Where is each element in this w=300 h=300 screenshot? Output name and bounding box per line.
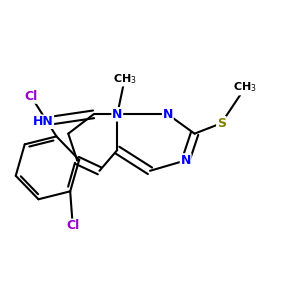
Text: N: N (163, 108, 173, 121)
Text: S: S (217, 117, 226, 130)
Text: CH$_3$: CH$_3$ (113, 72, 137, 86)
Text: CH$_3$: CH$_3$ (233, 81, 257, 94)
Text: Cl: Cl (25, 90, 38, 103)
Text: N: N (112, 108, 122, 121)
Text: N: N (181, 154, 191, 167)
Text: HN: HN (33, 115, 53, 128)
Text: Cl: Cl (66, 219, 79, 232)
